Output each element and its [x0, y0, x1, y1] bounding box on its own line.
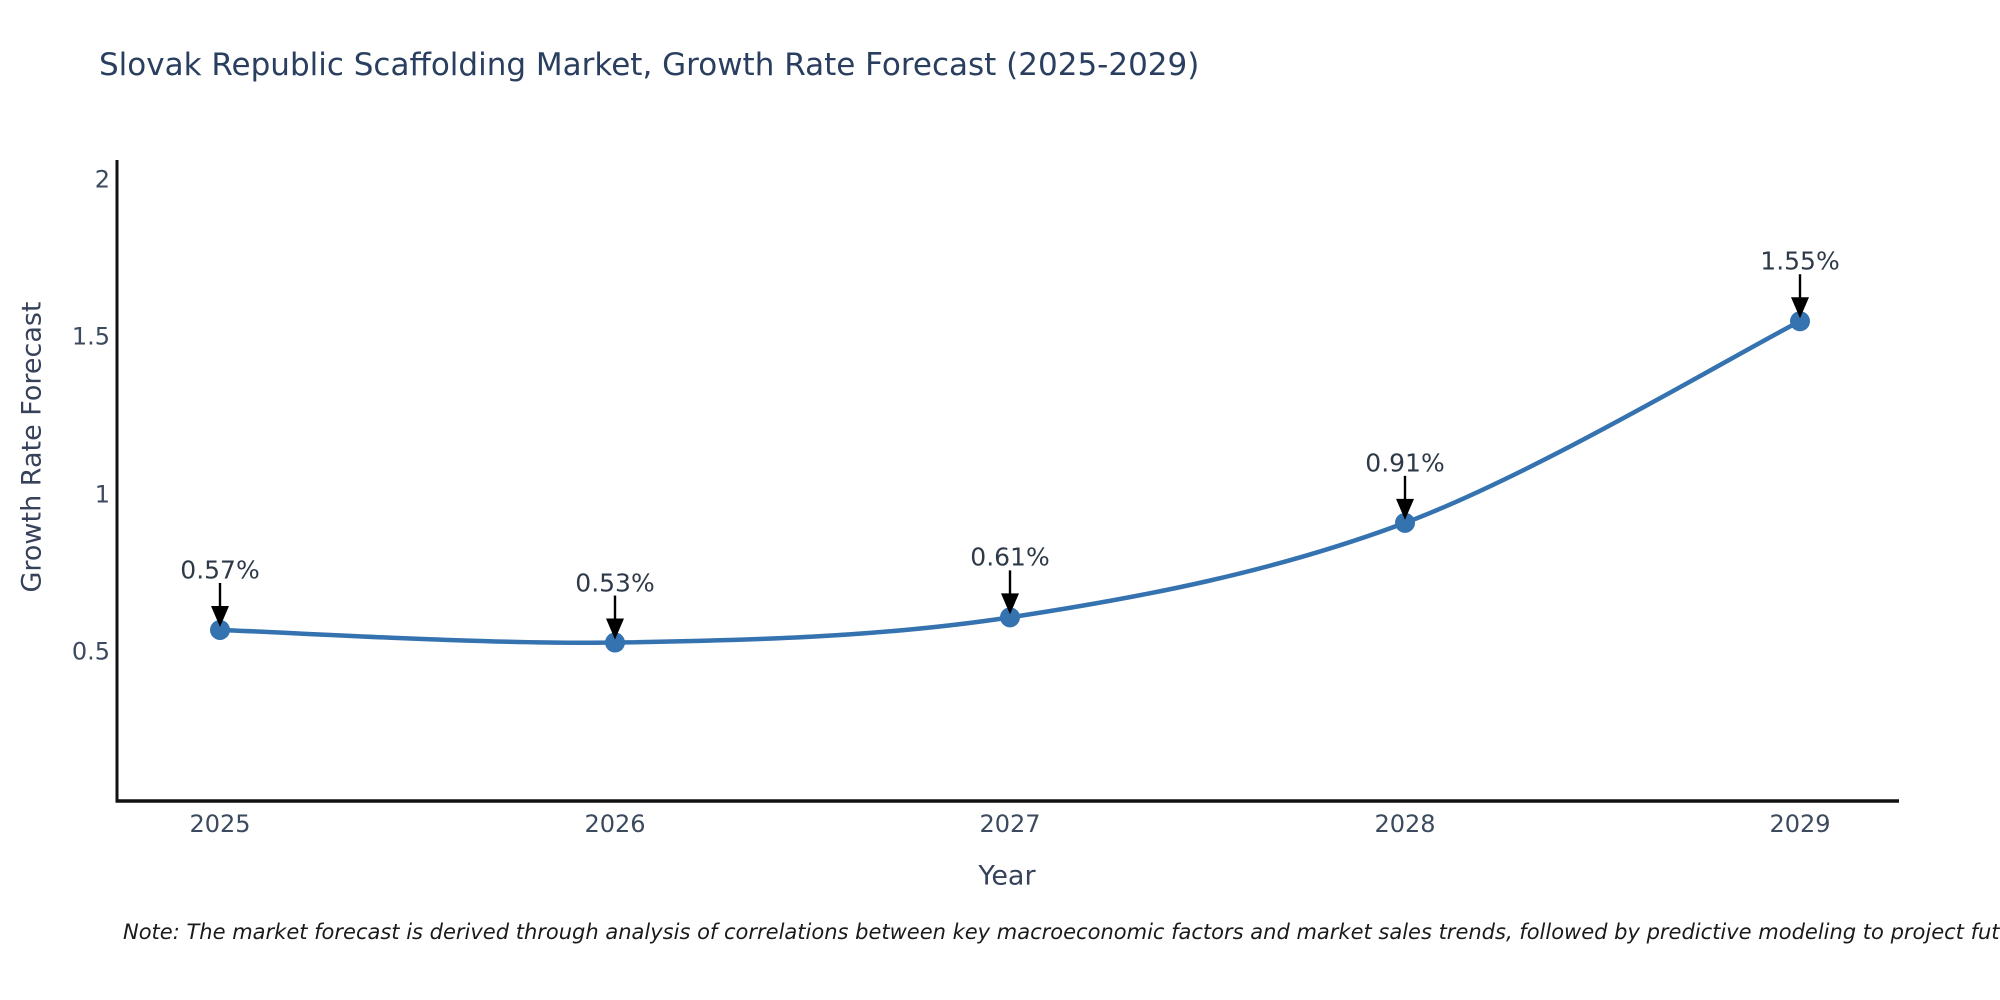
footnote: Note: The market forecast is derived thr… — [123, 920, 2000, 944]
annotation-arrow-head — [211, 605, 229, 627]
x-tick-label: 2029 — [1769, 810, 1831, 838]
data-point-value-label: 0.91% — [1365, 448, 1445, 478]
annotation-arrow-head — [1396, 498, 1414, 520]
x-tick-label: 2027 — [979, 810, 1041, 838]
x-tick-label: 2025 — [189, 810, 251, 838]
data-point-marker — [210, 619, 230, 640]
y-tick-label: 2 — [94, 164, 110, 193]
y-tick-label: 0.5 — [71, 637, 110, 666]
x-tick-label: 2026 — [584, 810, 646, 838]
y-tick-label: 1.5 — [71, 322, 110, 351]
data-point-value-label: 0.57% — [180, 555, 260, 585]
x-axis-title: Year — [978, 860, 1036, 892]
annotation-arrow-head — [1791, 297, 1809, 319]
annotation-arrow-head — [1001, 593, 1019, 615]
data-point-value-label: 1.55% — [1760, 246, 1840, 276]
annotation-arrow-head — [606, 618, 624, 640]
data-point-value-label: 0.53% — [575, 568, 655, 598]
x-tick-label: 2028 — [1374, 810, 1436, 838]
data-point-marker — [605, 632, 625, 653]
data-point-value-label: 0.61% — [970, 542, 1050, 572]
y-tick-label: 1 — [94, 479, 110, 508]
data-point-marker — [1395, 512, 1415, 533]
data-point-marker — [1790, 311, 1810, 332]
chart-title: Slovak Republic Scaffolding Market, Grow… — [99, 47, 1200, 83]
y-axis-title: Growth Rate Forecast — [16, 301, 48, 593]
data-point-marker — [1000, 607, 1020, 628]
